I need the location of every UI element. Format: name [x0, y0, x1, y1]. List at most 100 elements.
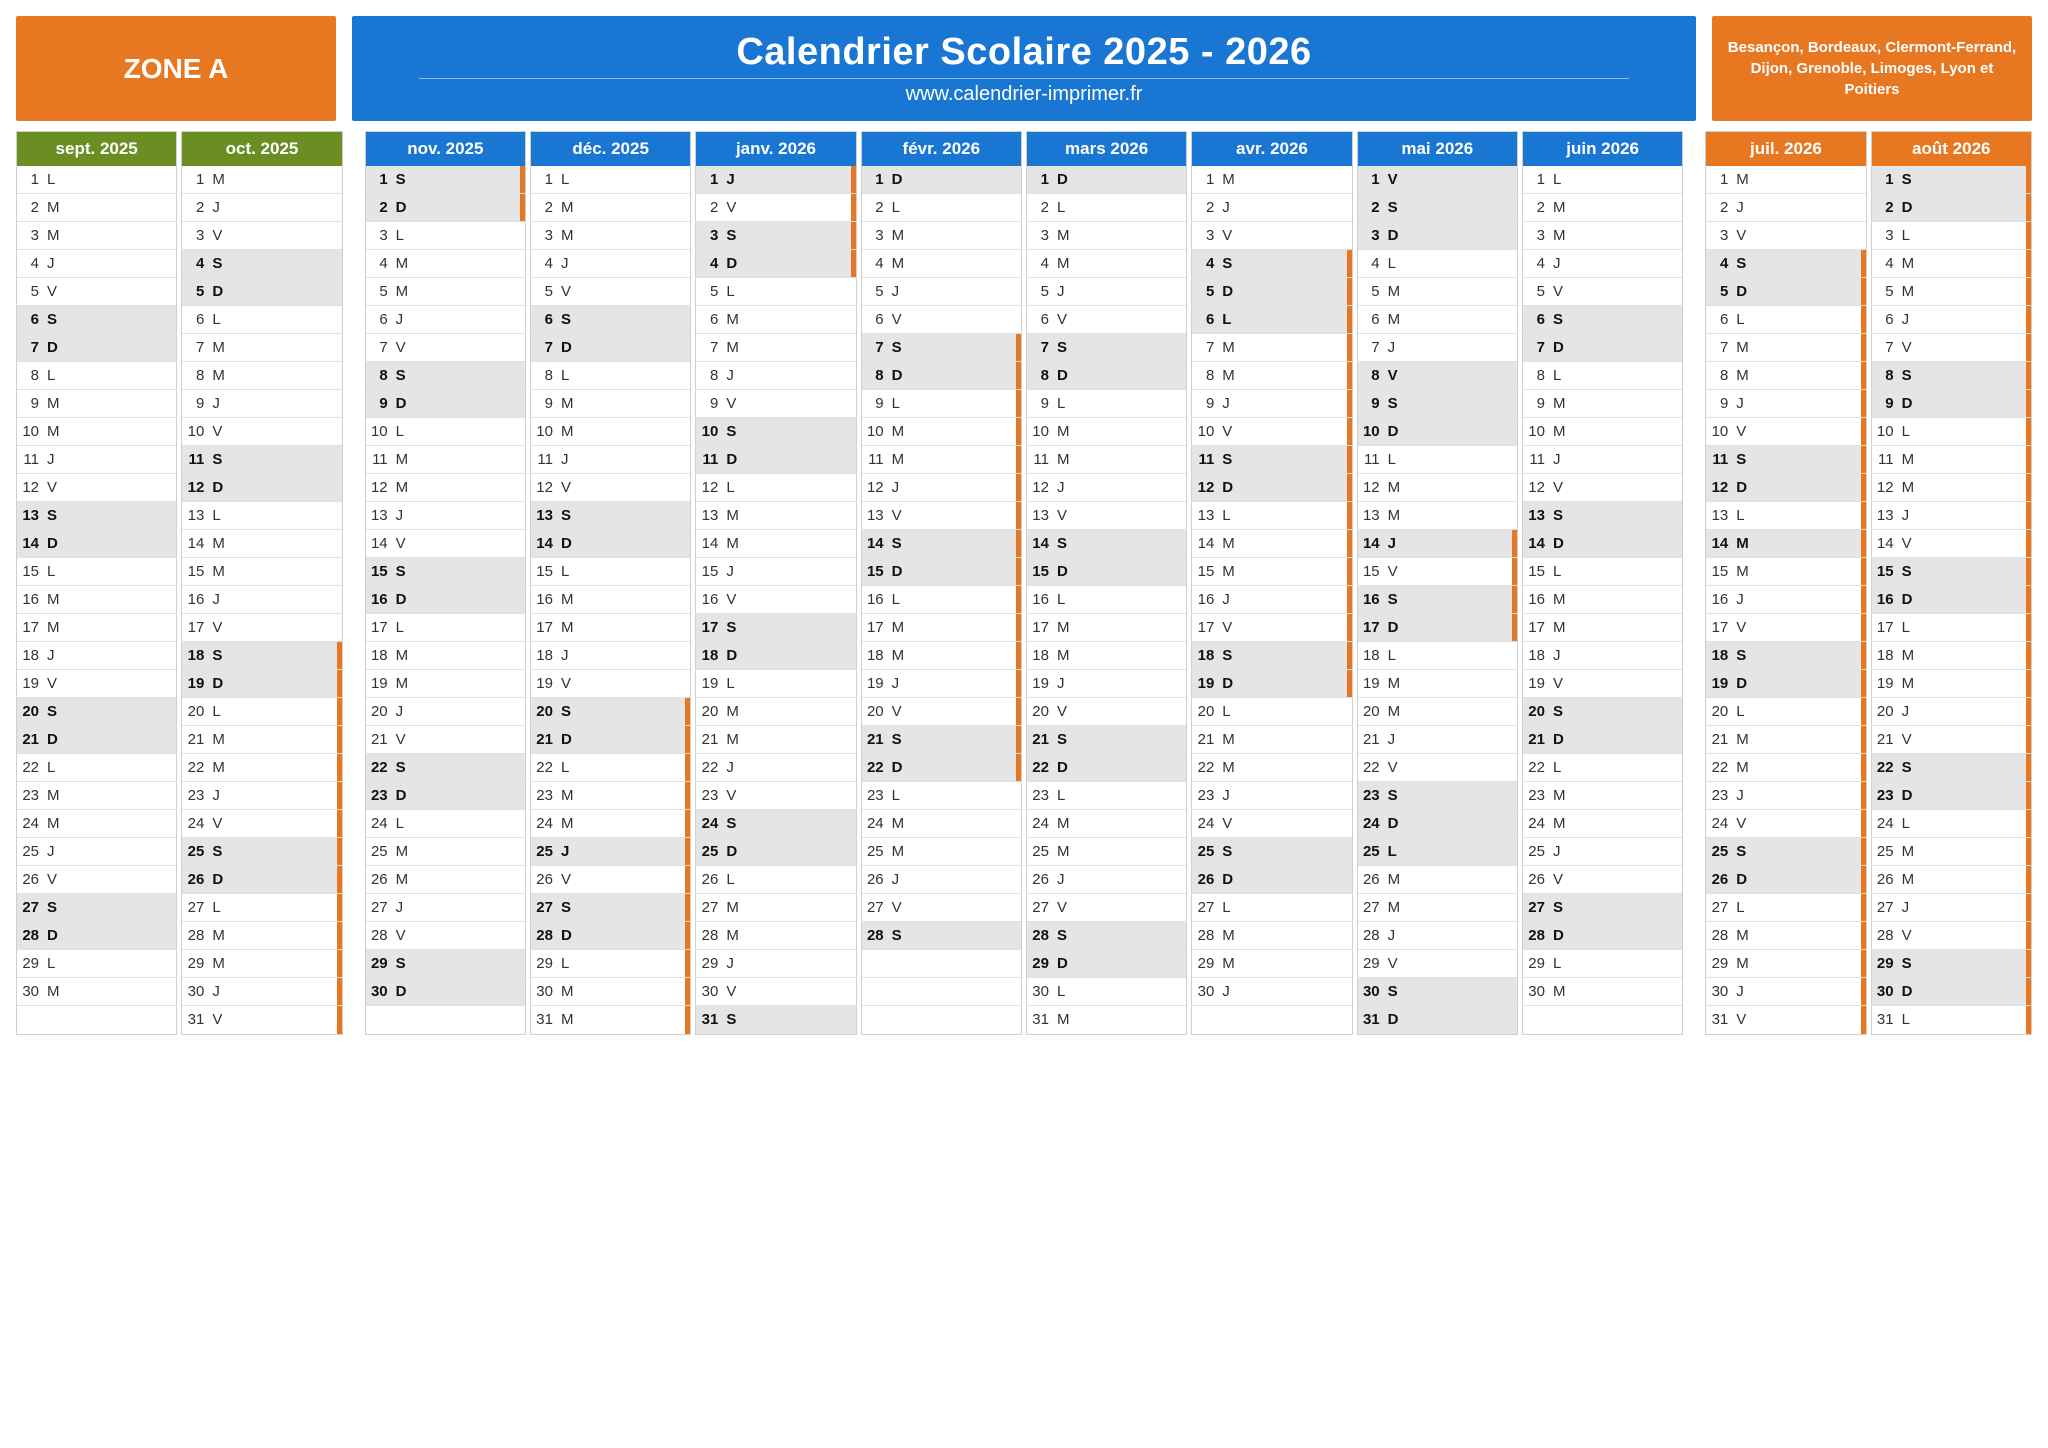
day-cell: 17V — [182, 614, 341, 642]
day-cell: 28D — [17, 922, 176, 950]
vacation-marker — [1347, 530, 1352, 557]
vacation-marker — [1861, 250, 1866, 277]
vacation-marker — [1347, 474, 1352, 501]
day-cell: 24V — [182, 810, 341, 838]
day-cell: 2D — [1872, 194, 2031, 222]
day-cell: 8L — [1523, 362, 1682, 390]
day-cell: 13S — [17, 502, 176, 530]
day-cell — [862, 978, 1021, 1006]
day-cell: 27L — [1192, 894, 1351, 922]
day-cell: 9S — [1358, 390, 1517, 418]
vacation-marker — [1861, 726, 1866, 753]
month-column: janv. 20261J2V3S4D5L6M7M8J9V10S11D12L13M… — [695, 131, 856, 1035]
day-cell: 19J — [862, 670, 1021, 698]
vacation-marker — [1016, 698, 1021, 725]
day-cell: 26M — [1872, 866, 2031, 894]
day-cell: 18L — [1358, 642, 1517, 670]
month-header: sept. 2025 — [17, 132, 176, 166]
day-cell: 5D — [1706, 278, 1865, 306]
day-cell: 15S — [1872, 558, 2031, 586]
vacation-marker — [1861, 978, 1866, 1005]
day-cell: 20L — [182, 698, 341, 726]
vacation-marker — [1016, 614, 1021, 641]
day-cell: 14M — [182, 530, 341, 558]
vacation-marker — [1347, 362, 1352, 389]
day-cell: 22L — [1523, 754, 1682, 782]
day-cell: 11M — [1872, 446, 2031, 474]
day-cell: 2L — [1027, 194, 1186, 222]
day-cell: 8M — [1706, 362, 1865, 390]
day-cell: 9M — [531, 390, 690, 418]
day-cell: 8L — [531, 362, 690, 390]
day-cell: 19D — [1192, 670, 1351, 698]
day-cell: 30M — [17, 978, 176, 1006]
day-cell: 3L — [366, 222, 525, 250]
day-cell: 28M — [1706, 922, 1865, 950]
day-cell: 18J — [531, 642, 690, 670]
day-cell: 30J — [182, 978, 341, 1006]
day-cell: 16M — [531, 586, 690, 614]
vacation-marker — [851, 194, 856, 221]
day-cell: 1L — [1523, 166, 1682, 194]
day-cell: 19L — [696, 670, 855, 698]
day-cell: 9M — [17, 390, 176, 418]
day-cell: 18D — [696, 642, 855, 670]
month-column: sept. 20251L2M3M4J5V6S7D8L9M10M11J12V13S… — [16, 131, 177, 1035]
day-cell: 8S — [1872, 362, 2031, 390]
day-cell: 22M — [182, 754, 341, 782]
month-header: mars 2026 — [1027, 132, 1186, 166]
vacation-marker — [1016, 586, 1021, 613]
day-cell: 4J — [531, 250, 690, 278]
day-cell: 14D — [17, 530, 176, 558]
vacation-marker — [1861, 950, 1866, 977]
day-cell: 17V — [1192, 614, 1351, 642]
day-cell: 7M — [182, 334, 341, 362]
day-cell: 30J — [1192, 978, 1351, 1006]
day-cell: 20S — [531, 698, 690, 726]
day-cell: 7D — [531, 334, 690, 362]
day-cell: 28D — [1523, 922, 1682, 950]
day-cell: 26M — [1358, 866, 1517, 894]
vacation-marker — [685, 950, 690, 977]
day-cell: 18J — [17, 642, 176, 670]
day-cell: 22M — [1706, 754, 1865, 782]
day-cell: 15M — [1706, 558, 1865, 586]
month-header: oct. 2025 — [182, 132, 341, 166]
vacation-marker — [337, 726, 342, 753]
vacation-marker — [1016, 334, 1021, 361]
vacation-marker — [2026, 446, 2031, 473]
day-cell: 9J — [182, 390, 341, 418]
day-cell: 11M — [366, 446, 525, 474]
day-cell: 27L — [1706, 894, 1865, 922]
day-cell: 30D — [1872, 978, 2031, 1006]
day-cell: 15M — [1192, 558, 1351, 586]
vacation-marker — [1016, 418, 1021, 445]
vacation-marker — [851, 222, 856, 249]
day-cell: 13L — [1192, 502, 1351, 530]
vacation-marker — [685, 838, 690, 865]
day-cell: 23M — [17, 782, 176, 810]
day-cell: 11M — [1027, 446, 1186, 474]
vacation-marker — [2026, 530, 2031, 557]
vacation-marker — [1861, 502, 1866, 529]
day-cell: 17L — [366, 614, 525, 642]
vacation-marker — [2026, 670, 2031, 697]
day-cell: 17M — [17, 614, 176, 642]
day-cell: 4M — [862, 250, 1021, 278]
day-cell: 15L — [1523, 558, 1682, 586]
day-cell: 5J — [1027, 278, 1186, 306]
day-cell: 27S — [17, 894, 176, 922]
vacation-marker — [851, 166, 856, 193]
vacation-marker — [685, 698, 690, 725]
day-cell: 24S — [696, 810, 855, 838]
day-cell: 21M — [696, 726, 855, 754]
day-cell: 23J — [1192, 782, 1351, 810]
day-cell: 26D — [1706, 866, 1865, 894]
day-cell: 20L — [1192, 698, 1351, 726]
cities-list: Besançon, Bordeaux, Clermont-Ferrand, Di… — [1712, 16, 2032, 121]
day-cell: 2L — [862, 194, 1021, 222]
vacation-marker — [1016, 390, 1021, 417]
day-cell: 7M — [1192, 334, 1351, 362]
day-cell: 1M — [1706, 166, 1865, 194]
day-cell: 31V — [182, 1006, 341, 1034]
